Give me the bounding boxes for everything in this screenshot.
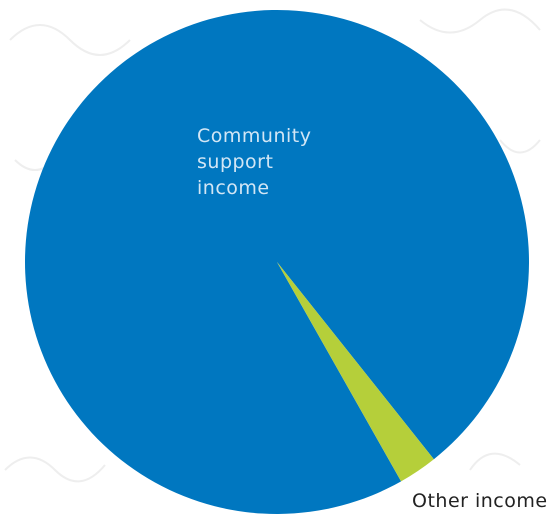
pie-slices [25,9,530,514]
background-pattern [4,8,541,483]
background-doodle [419,8,541,34]
pie-slice-community-support-income [25,9,530,514]
background-doodle [4,456,106,483]
pie-labels: Community support income Other income [197,125,547,512]
slice-label-community-support-income: Community support income [197,125,311,199]
pie-slice-other-income [277,262,434,482]
background-doodle [499,139,541,154]
background-doodle [9,24,131,56]
background-doodle [469,452,521,471]
slice-label-other-income: Other income [412,490,547,512]
